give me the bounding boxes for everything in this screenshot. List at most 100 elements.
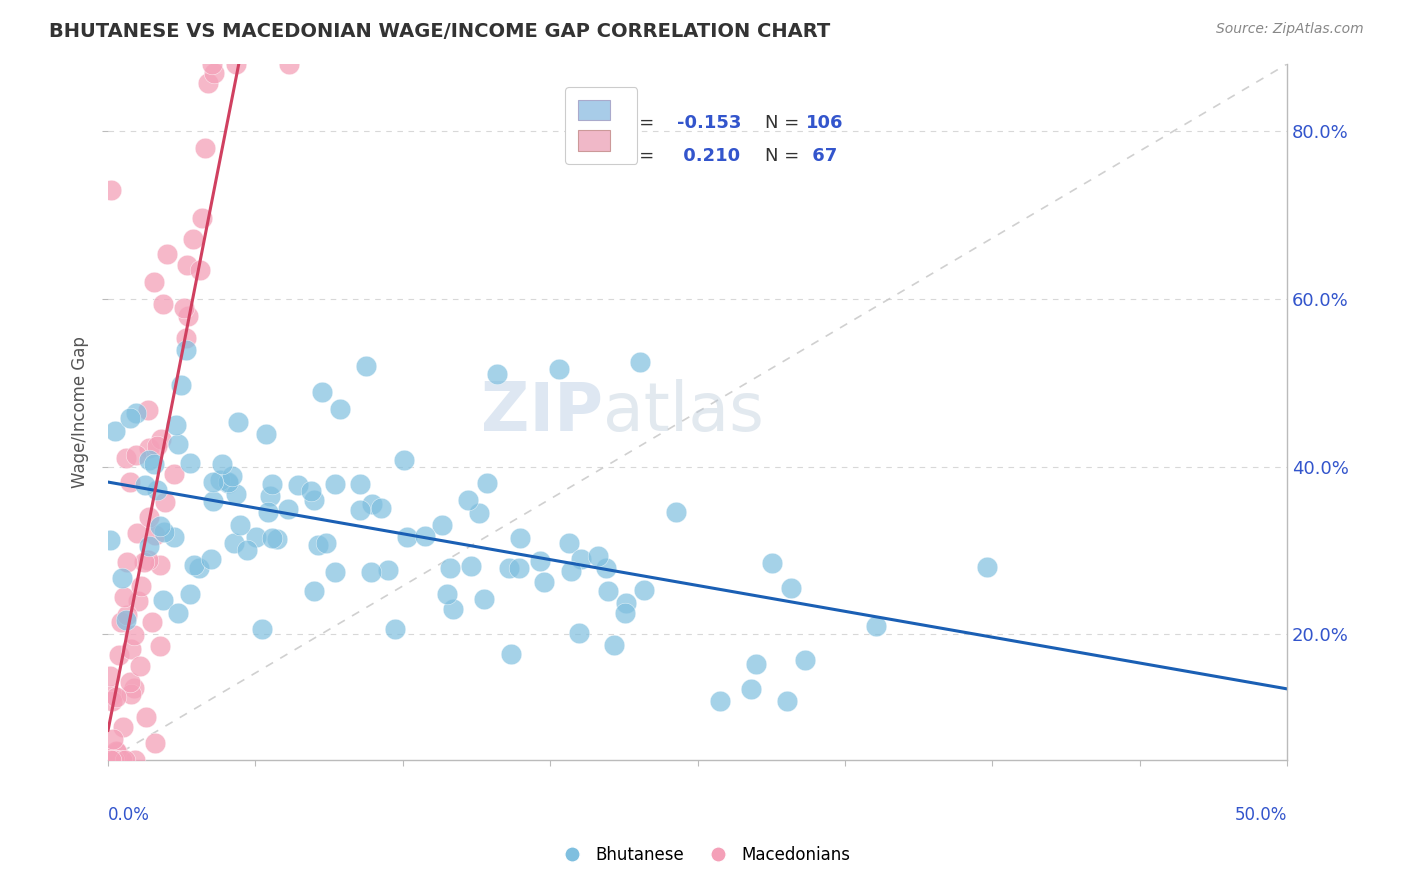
Point xyxy=(349,477,371,491)
Point xyxy=(163,467,186,481)
Point xyxy=(614,596,637,610)
Point xyxy=(103,753,125,767)
Point xyxy=(132,555,155,569)
Point xyxy=(104,424,127,438)
Point xyxy=(104,744,127,758)
Point xyxy=(100,694,122,708)
Point xyxy=(179,456,201,470)
Point xyxy=(745,657,768,671)
Point xyxy=(315,536,337,550)
Point xyxy=(112,590,135,604)
Point xyxy=(98,669,121,683)
Point xyxy=(413,529,436,543)
Point xyxy=(436,587,458,601)
Text: BHUTANESE VS MACEDONIAN WAGE/INCOME GAP CORRELATION CHART: BHUTANESE VS MACEDONIAN WAGE/INCOME GAP … xyxy=(49,22,831,41)
Point xyxy=(167,437,190,451)
Point xyxy=(153,494,176,508)
Text: 0.0%: 0.0% xyxy=(108,806,150,824)
Point xyxy=(124,753,146,767)
Point xyxy=(183,558,205,572)
Point xyxy=(141,615,163,630)
Point xyxy=(299,484,322,499)
Point xyxy=(105,753,128,767)
Point xyxy=(135,710,157,724)
Point xyxy=(709,694,731,708)
Point xyxy=(259,489,281,503)
Point xyxy=(114,451,136,466)
Point xyxy=(167,606,190,620)
Point xyxy=(201,475,224,490)
Point xyxy=(98,753,121,767)
Point xyxy=(472,591,495,606)
Point xyxy=(125,448,148,462)
Point xyxy=(152,592,174,607)
Point xyxy=(138,453,160,467)
Point xyxy=(143,275,166,289)
Point xyxy=(105,745,128,759)
Legend: , : , xyxy=(565,87,637,164)
Point xyxy=(228,518,250,533)
Point xyxy=(257,505,280,519)
Point xyxy=(560,564,582,578)
Point xyxy=(115,555,138,569)
Point xyxy=(794,653,817,667)
Point xyxy=(118,410,141,425)
Point xyxy=(105,690,128,705)
Point xyxy=(204,66,226,80)
Point xyxy=(149,639,172,653)
Point xyxy=(138,539,160,553)
Point xyxy=(395,530,418,544)
Point xyxy=(761,556,783,570)
Point xyxy=(226,415,249,429)
Point xyxy=(129,579,152,593)
Point xyxy=(149,432,172,446)
Point xyxy=(120,675,142,690)
Point xyxy=(441,602,464,616)
Text: ZIP: ZIP xyxy=(481,379,603,445)
Point xyxy=(392,453,415,467)
Point xyxy=(194,141,217,155)
Text: Source: ZipAtlas.com: Source: ZipAtlas.com xyxy=(1216,22,1364,37)
Point xyxy=(146,483,169,498)
Point xyxy=(323,477,346,491)
Point xyxy=(501,647,523,661)
Point xyxy=(266,533,288,547)
Point xyxy=(114,753,136,767)
Point xyxy=(740,682,762,697)
Point xyxy=(548,361,571,376)
Point xyxy=(603,638,626,652)
Point xyxy=(236,543,259,558)
Point xyxy=(143,735,166,749)
Point xyxy=(146,439,169,453)
Point xyxy=(122,628,145,642)
Point xyxy=(129,658,152,673)
Point xyxy=(211,457,233,471)
Point xyxy=(245,531,267,545)
Point xyxy=(586,549,609,563)
Point xyxy=(311,384,333,399)
Point xyxy=(780,581,803,595)
Point xyxy=(100,688,122,702)
Point xyxy=(103,731,125,746)
Point xyxy=(457,492,479,507)
Point xyxy=(208,473,231,487)
Point xyxy=(250,623,273,637)
Point xyxy=(127,594,149,608)
Point xyxy=(865,618,887,632)
Text: 106: 106 xyxy=(806,114,844,132)
Point xyxy=(120,687,142,701)
Point xyxy=(262,476,284,491)
Point xyxy=(108,648,131,662)
Point xyxy=(628,355,651,369)
Point xyxy=(225,487,247,501)
Point xyxy=(370,501,392,516)
Point xyxy=(569,552,592,566)
Point xyxy=(111,571,134,585)
Point xyxy=(153,525,176,540)
Point xyxy=(439,561,461,575)
Point xyxy=(100,753,122,767)
Point xyxy=(125,406,148,420)
Point xyxy=(156,247,179,261)
Point xyxy=(100,183,122,197)
Point xyxy=(142,457,165,471)
